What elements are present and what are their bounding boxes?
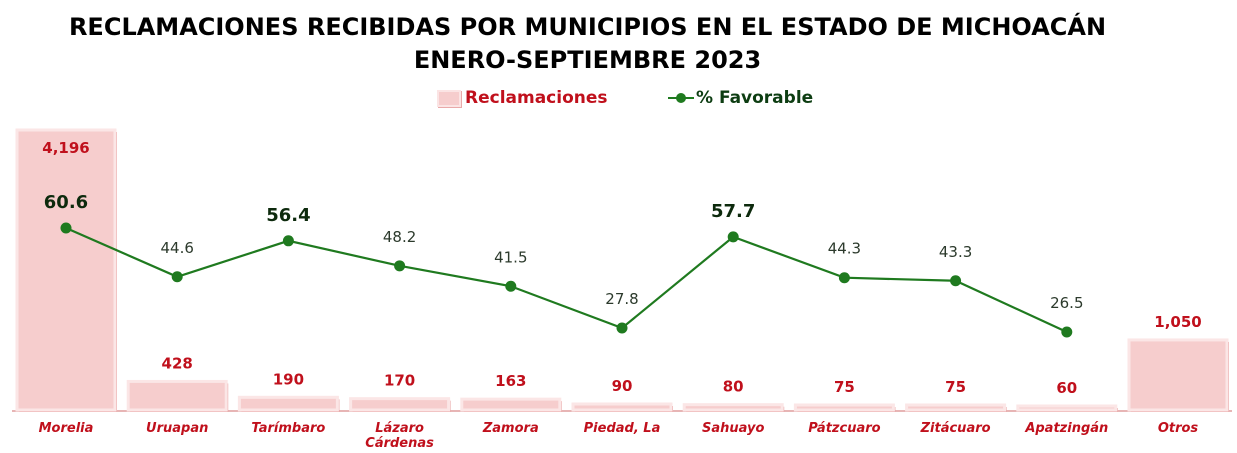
line-point: [282, 235, 294, 247]
bar: [460, 397, 562, 412]
category-label: Otros: [1158, 421, 1199, 436]
category-label: Uruapan: [146, 421, 208, 436]
bar: [1016, 404, 1118, 412]
line-value-label: 56.4: [266, 205, 310, 226]
legend-item-reclamaciones: Reclamaciones: [437, 88, 608, 108]
line-point: [1061, 326, 1073, 338]
legend-item-favorable: % Favorable: [668, 88, 813, 108]
bar-value-label: 190: [273, 370, 304, 388]
category-label: Zitácuaro: [920, 421, 991, 436]
category-label: Tarímbaro: [251, 421, 325, 436]
category-label: Lázaro: [375, 421, 424, 436]
category-label: Pátzcuaro: [808, 421, 880, 436]
bar-value-label: 428: [162, 354, 193, 372]
chart-legend: Reclamaciones % Favorable: [0, 88, 1237, 114]
line-point: [394, 260, 406, 272]
line-point: [727, 231, 739, 243]
bar: [237, 395, 339, 412]
line-point: [171, 271, 183, 283]
bar-value-label: 80: [723, 378, 744, 396]
category-label: Morelia: [39, 421, 94, 436]
bar-value-label: 75: [945, 378, 966, 396]
line-value-label: 44.3: [828, 240, 861, 258]
legend-label-favorable: % Favorable: [696, 88, 814, 108]
bar-value-label: 60: [1056, 379, 1077, 397]
bar: [905, 403, 1007, 412]
bar-value-label: 90: [612, 377, 633, 395]
category-label: Piedad, La: [584, 421, 661, 436]
bar-value-label: 4,196: [42, 139, 89, 157]
chart-subtitle: ENERO-SEPTIEMBRE 2023: [413, 46, 762, 74]
bar: [349, 397, 451, 412]
line-point: [838, 272, 850, 284]
line-value-label: 48.2: [383, 228, 416, 246]
bar: [571, 402, 673, 412]
line-value-label: 60.6: [44, 192, 88, 213]
category-label: Cárdenas: [365, 436, 434, 451]
bar: [126, 379, 228, 412]
line-point: [616, 322, 628, 334]
category-label: Apatzingán: [1024, 421, 1108, 436]
line-favorable: [65, 226, 1068, 333]
line-point: [60, 222, 72, 234]
line-value-label: 57.7: [711, 201, 755, 222]
line-value-label: 44.6: [160, 239, 193, 257]
bar-value-label: 170: [384, 372, 415, 390]
legend-swatch-bar: [437, 89, 461, 107]
chart-title: RECLAMACIONES RECIBIDAS POR MUNICIPIOS E…: [68, 13, 1107, 41]
line-value-label: 26.5: [1050, 294, 1083, 312]
bar-value-label: 163: [495, 372, 526, 390]
legend-swatch-line: [668, 93, 694, 103]
line-value-label: 43.3: [939, 243, 972, 261]
bar-value-label: 1,050: [1154, 313, 1201, 331]
category-label: Zamora: [482, 421, 539, 436]
line-value-label: 41.5: [494, 248, 527, 266]
line-point: [950, 275, 962, 287]
category-label: Sahuayo: [702, 421, 764, 436]
bar-value-label: 75: [834, 378, 855, 396]
bar: [15, 128, 117, 412]
bar: [793, 403, 895, 412]
legend-label-reclamaciones: Reclamaciones: [465, 88, 608, 108]
line-value-label: 27.8: [605, 290, 638, 308]
bar: [682, 403, 784, 412]
line-point: [505, 280, 517, 292]
bar: [1127, 338, 1229, 412]
